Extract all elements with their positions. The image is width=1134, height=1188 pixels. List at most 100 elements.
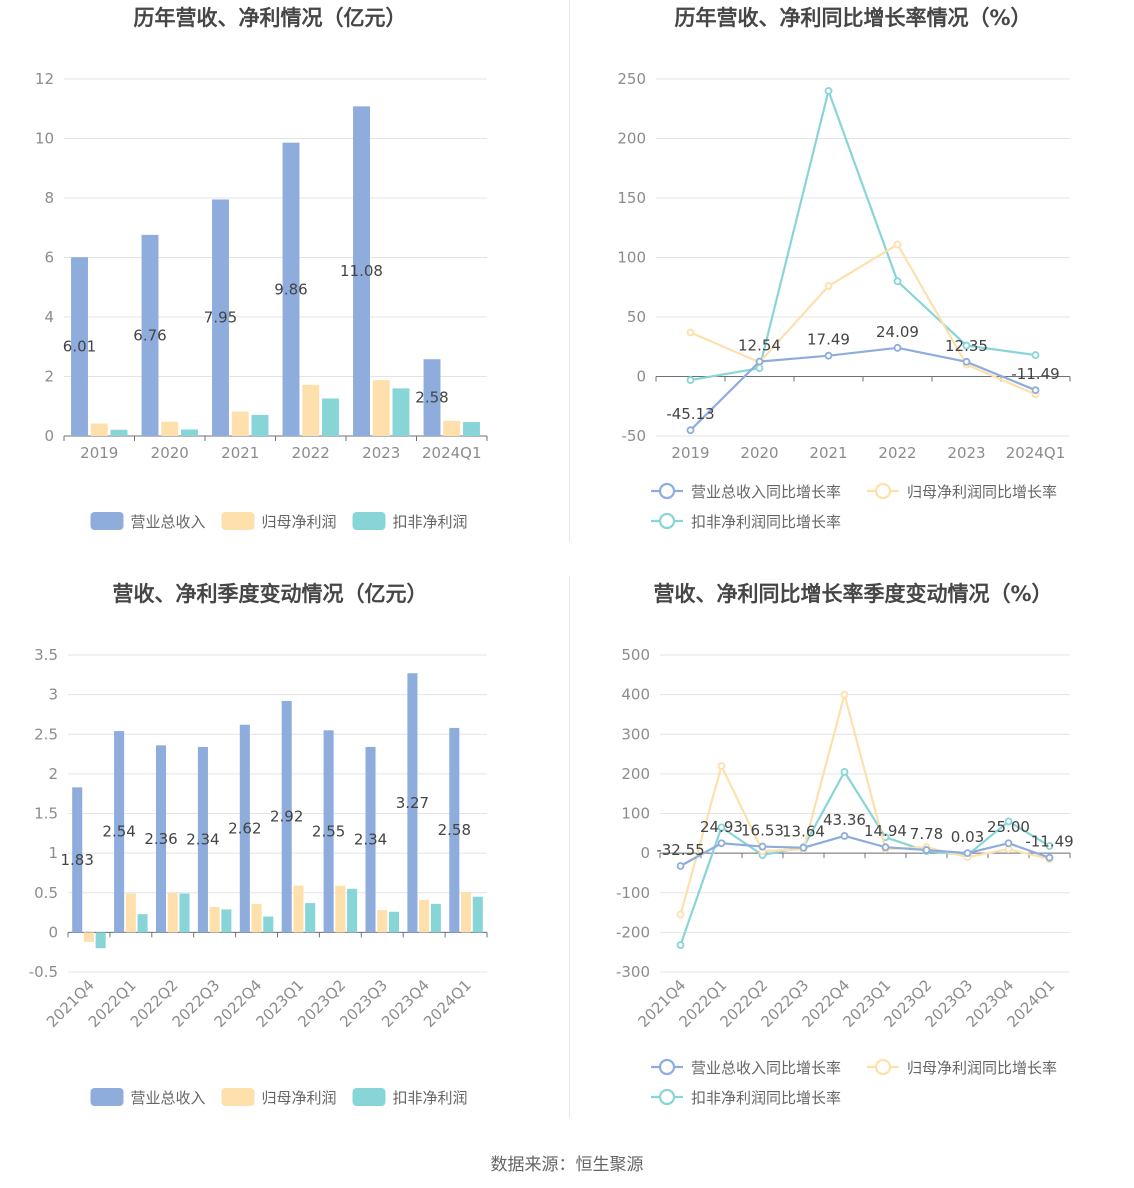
bar-归母净利润 xyxy=(372,380,390,436)
y-tick-label: 150 xyxy=(617,189,646,207)
data-label: -32.55 xyxy=(656,841,704,859)
data-source-note: 数据来源：恒生聚源 xyxy=(490,1155,644,1175)
bar-营业总收入 xyxy=(212,199,229,436)
legend-swatch xyxy=(221,512,255,530)
legend-label: 扣非净利润同比增长率 xyxy=(691,1089,841,1107)
y-tick-label: 500 xyxy=(621,646,650,664)
data-label: 43.36 xyxy=(823,811,866,829)
y-tick-label: -300 xyxy=(616,963,650,981)
data-label: -11.49 xyxy=(1011,365,1059,383)
bar-归母净利润 xyxy=(377,910,388,933)
data-label: -11.49 xyxy=(1025,833,1073,851)
y-tick-label: 10 xyxy=(35,130,54,148)
bar-归母净利润 xyxy=(302,384,320,436)
data-label: 2.58 xyxy=(438,821,471,839)
legend-marker xyxy=(658,482,676,500)
legend-marker xyxy=(658,1058,676,1076)
annual-growth-rate-chart: 历年营收、净利同比增长率情况（%） -50 0 50 100 150 200 250 2019 2… xyxy=(617,6,1071,531)
data-label: 2.58 xyxy=(415,389,448,407)
legend-item: 归母净利润同比增长率 xyxy=(867,482,1057,501)
legend-label: 归母净利润同比增长率 xyxy=(907,483,1057,501)
legend-swatch xyxy=(221,1088,255,1106)
bar-归母净利润 xyxy=(443,420,461,436)
legend-label: 归母净利润同比增长率 xyxy=(907,1059,1057,1077)
y-tick-label: 2 xyxy=(48,765,58,783)
y-tick-label: 1 xyxy=(48,844,58,862)
y-tick-label: 200 xyxy=(621,765,650,783)
legend-label: 营业总收入同比增长率 xyxy=(691,483,841,501)
bar-扣非净利润 xyxy=(472,896,483,933)
y-tick-label: 4 xyxy=(44,308,54,326)
legend-swatch xyxy=(90,1088,124,1106)
bar-扣非净利润 xyxy=(430,903,441,933)
y-tick-label: 100 xyxy=(621,805,650,823)
y-tick-label: 0 xyxy=(44,427,54,445)
x-tick-label: 2020 xyxy=(151,444,189,462)
legend-swatch xyxy=(352,512,386,530)
legend-item: 扣非净利润同比增长率 xyxy=(651,1088,841,1107)
bar-营业总收入 xyxy=(407,673,418,933)
bar-营业总收入 xyxy=(114,731,125,933)
x-tick-label: 2022 xyxy=(878,444,916,462)
data-label: 6.01 xyxy=(63,338,96,356)
data-label: 9.86 xyxy=(274,280,307,298)
y-tick-label: 250 xyxy=(617,70,646,88)
line-营业总收入同比增长率 xyxy=(679,834,1050,867)
annual-revenue-profit-chart: 历年营收、净利情况（亿元） 0 2 4 6 8 10 12 2019 2020 2021 2022 20… xyxy=(35,6,488,531)
point-扣非净利润同比增长率 xyxy=(717,823,726,832)
x-tick-label: 2021 xyxy=(809,444,847,462)
y-tick-label: 3 xyxy=(48,686,58,704)
point-扣非净利润同比增长率 xyxy=(840,767,849,776)
y-tick-label: 8 xyxy=(44,189,54,207)
point-营业总收入同比增长率 xyxy=(824,351,833,360)
data-label: -45.13 xyxy=(666,405,714,423)
bar-归母净利润 xyxy=(335,885,346,933)
legend-label: 扣非净利润 xyxy=(393,513,468,531)
point-营业总收入同比增长率 xyxy=(881,843,890,852)
legend-label: 归母净利润 xyxy=(262,513,337,531)
bar-扣非净利润 xyxy=(181,429,198,436)
point-归母净利润同比增长率 xyxy=(840,690,849,699)
data-label: 24.93 xyxy=(700,818,743,836)
data-label: 2.92 xyxy=(270,808,303,826)
chart-title: 历年营收、净利同比增长率情况（%） xyxy=(674,6,1031,30)
bar-扣非净利润 xyxy=(137,914,148,933)
y-tick-label: 200 xyxy=(617,130,646,148)
point-扣非净利润同比增长率 xyxy=(1004,817,1013,826)
legend-item: 营业总收入同比增长率 xyxy=(651,482,841,501)
y-tick-label: 6 xyxy=(44,249,54,267)
bar-营业总收入 xyxy=(197,746,208,933)
point-营业总收入同比增长率 xyxy=(676,862,685,870)
x-tick-label: 2024Q1 xyxy=(1006,444,1066,462)
legend-label: 归母净利润 xyxy=(262,1089,337,1107)
line-扣非净利润同比增长率 xyxy=(690,87,1036,382)
point-归母净利润同比增长率 xyxy=(893,240,902,249)
data-label: 2.34 xyxy=(354,831,387,849)
data-label: 2.62 xyxy=(228,820,261,838)
legend-marker xyxy=(658,1088,676,1106)
point-扣非净利润同比增长率 xyxy=(824,87,833,95)
bar-营业总收入 xyxy=(239,724,250,933)
data-label: 6.76 xyxy=(133,326,166,344)
point-营业总收入同比增长率 xyxy=(893,343,902,352)
data-label: 7.78 xyxy=(910,825,943,843)
bar-扣非净利润 xyxy=(110,429,128,436)
legend-label: 营业总收入 xyxy=(131,513,206,531)
point-营业总收入同比增长率 xyxy=(1045,853,1054,862)
quarterly-revenue-profit-chart: 营收、净利季度变动情况（亿元）-0.500.511.522.533.52021Q… xyxy=(29,582,488,1107)
data-label: 25.00 xyxy=(987,818,1030,836)
y-tick-label: 2.5 xyxy=(34,725,58,743)
legend-item: 营业总收入 xyxy=(90,512,206,531)
point-营业总收入同比增长率 xyxy=(686,426,695,435)
bar-归母净利润 xyxy=(231,411,249,436)
legend-marker xyxy=(658,512,676,530)
data-label: 13.64 xyxy=(782,823,825,841)
legend-item: 归母净利润 xyxy=(221,1088,337,1107)
x-tick-label: 2023 xyxy=(362,444,400,462)
data-label: 11.08 xyxy=(340,262,383,280)
legend-swatch xyxy=(90,512,124,530)
y-tick-label: 300 xyxy=(621,725,650,743)
y-tick-label: 0.5 xyxy=(34,884,58,902)
bar-归母净利润 xyxy=(167,892,178,933)
point-归母净利润同比增长率 xyxy=(824,282,833,290)
